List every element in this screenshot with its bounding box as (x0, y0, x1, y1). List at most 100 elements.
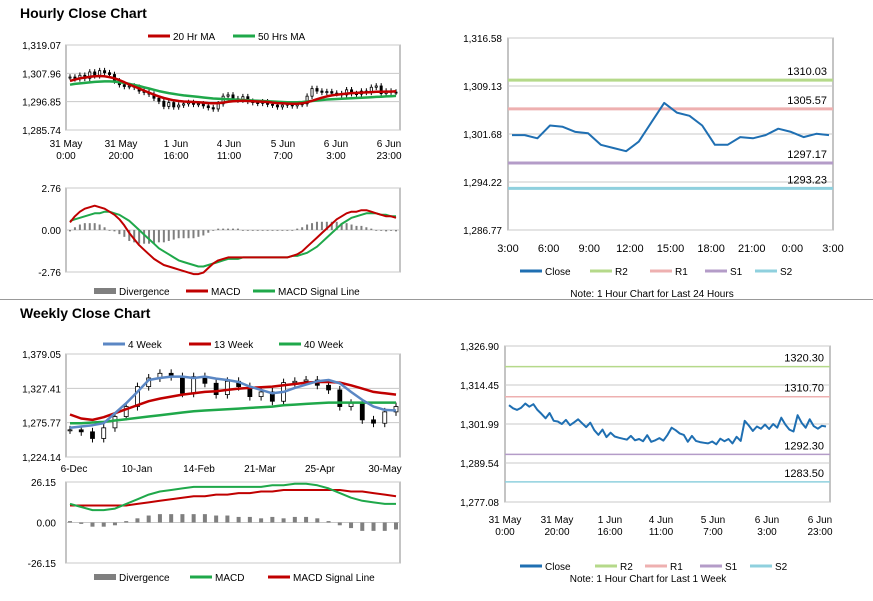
hourly-levels-level-label-s1: 1297.17 (787, 149, 827, 161)
hourly-divergence-bar (311, 223, 314, 230)
hourly-candle (315, 88, 319, 92)
hourly-divergence-bar (88, 223, 91, 230)
weekly-chart-title: Weekly Close Chart (20, 305, 151, 321)
weekly-price-y-tick: 1,327.41 (22, 384, 61, 395)
hourly-candle (122, 84, 126, 87)
weekly-candle (123, 406, 129, 417)
hourly-divergence-bar (182, 230, 185, 239)
hourly-candle (226, 94, 230, 97)
hourly-candle (216, 103, 220, 110)
hourly-levels-x-tick: 0:00 (782, 243, 803, 255)
weekly-legend-divergence: Divergence (119, 573, 170, 584)
hourly-divergence-bar (103, 227, 106, 230)
weekly-levels-x-tick: 23:00 (807, 527, 832, 538)
weekly-candle (382, 411, 388, 424)
weekly-divergence-bar (349, 522, 354, 529)
weekly-divergence-bar (382, 522, 387, 531)
weekly-divergence-bar (326, 521, 331, 523)
weekly-candle (135, 386, 140, 407)
hourly-levels-legend-s1: S1 (730, 267, 743, 278)
hourly-macd-y-tick: 0.00 (42, 226, 62, 237)
hourly-candle (162, 100, 166, 107)
hourly-divergence-bar (395, 230, 397, 232)
hourly-candle (182, 103, 186, 106)
weekly-legend-signal: MACD Signal Line (293, 573, 375, 584)
weekly-divergence-bar (337, 522, 342, 526)
weekly-levels-level-label-s2: 1283.50 (784, 468, 824, 480)
weekly-4w-line (69, 375, 397, 430)
weekly-divergence-bar (157, 514, 162, 523)
weekly-divergence-bar (112, 522, 117, 526)
weekly-candle (371, 419, 376, 424)
weekly-divergence-bar (191, 514, 196, 523)
weekly-macd-line (69, 482, 396, 512)
hourly-x-tick: 6 Jun (377, 139, 401, 150)
hourly-divergence-bar (197, 230, 200, 237)
hourly-x-tick: 6 Jun (324, 139, 348, 150)
hourly-divergence-bar (286, 230, 289, 231)
hourly-divergence-bar (98, 224, 101, 230)
weekly-levels-note: Note: 1 Hour Chart for Last 1 Week (570, 574, 728, 585)
hourly-legend-macd: MACD (211, 287, 240, 298)
hourly-levels-legend-close: Close (545, 267, 571, 278)
hourly-divergence-bar (360, 225, 363, 230)
hourly-candle (320, 90, 324, 93)
weekly-levels-y-tick: 1,314.45 (460, 381, 499, 392)
hourly-legend-divergence-swatch (94, 288, 116, 294)
hourly-candle (68, 76, 72, 79)
weekly-levels-y-tick: 1,326.90 (460, 342, 499, 353)
hourly-divergence-bar (172, 230, 175, 240)
hourly-legend-ma20: 20 Hr MA (173, 32, 216, 43)
hourly-x-tick: 23:00 (376, 151, 401, 162)
weekly-divergence-bar (79, 522, 84, 524)
hourly-legend-signal: MACD Signal Line (278, 287, 360, 298)
weekly-candle (67, 429, 73, 432)
weekly-x-tick: 6-Dec (61, 464, 88, 475)
hourly-divergence-bar (187, 230, 190, 239)
weekly-price-y-tick: 1,224.14 (22, 453, 61, 464)
weekly-divergence-bar (259, 518, 264, 523)
weekly-divergence-bar (124, 521, 129, 523)
weekly-divergence-bar (146, 515, 151, 523)
hourly-levels-legend-r2: R2 (615, 267, 628, 278)
hourly-candle (231, 94, 235, 100)
hourly-candle (271, 103, 275, 106)
hourly-divergence-bar (296, 228, 299, 230)
weekly-levels-x-tick: 0:00 (495, 527, 515, 538)
weekly-levels-legend-close: Close (545, 562, 571, 573)
hourly-x-tick: 4 Jun (217, 139, 241, 150)
weekly-levels-legend-s1: S1 (725, 562, 738, 573)
hourly-divergence-bar (207, 230, 210, 233)
hourly-divergence-bar (291, 230, 294, 231)
weekly-divergence-bar (90, 522, 95, 527)
weekly-divergence-bar (225, 515, 230, 523)
hourly-macd-y-tick: 2.76 (42, 184, 62, 195)
hourly-signal-line (69, 210, 396, 268)
hourly-divergence-bar (157, 230, 160, 243)
hourly-candle (177, 104, 181, 108)
weekly-divergence-bar (315, 518, 320, 523)
hourly-candle (305, 95, 309, 105)
hourly-candle (374, 85, 378, 88)
weekly-candle (112, 416, 118, 429)
weekly-x-tick: 10-Jan (122, 464, 153, 475)
hourly-levels-x-tick: 18:00 (697, 243, 725, 255)
hourly-divergence-bar (325, 221, 328, 230)
hourly-candle (127, 85, 131, 88)
weekly-levels-level-label-r2: 1320.30 (784, 353, 824, 365)
hourly-candle (330, 91, 334, 94)
hourly-divergence-bar (320, 221, 323, 230)
hourly-levels-x-tick: 3:00 (497, 243, 518, 255)
weekly-levels-x-tick: 6 Jun (755, 515, 779, 526)
hourly-levels-y-tick: 1,286.77 (463, 226, 502, 237)
weekly-levels-y-tick: 1,301.99 (460, 420, 499, 431)
hourly-divergence-bar (330, 221, 333, 230)
hourly-divergence-bar (69, 230, 71, 232)
hourly-divergence-bar (212, 230, 215, 231)
hourly-macd-y-tick: -2.76 (38, 268, 61, 279)
hourly-chart-title: Hourly Close Chart (20, 5, 147, 21)
weekly-macd-y-tick: -26.15 (28, 559, 57, 570)
weekly-levels-x-tick: 20:00 (544, 527, 569, 538)
hourly-x-tick: 3:00 (326, 151, 346, 162)
weekly-levels-close-line (508, 402, 827, 446)
